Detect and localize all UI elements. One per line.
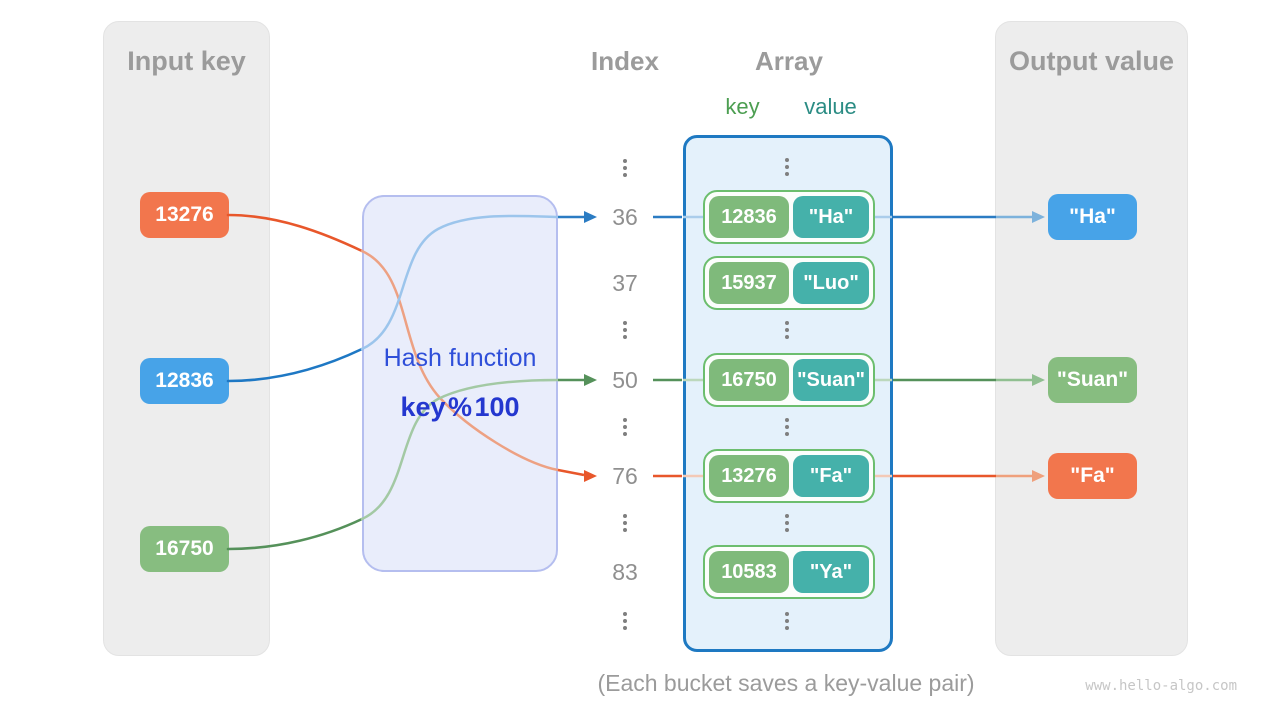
vertical-ellipsis-icon [623,612,627,630]
index-value: 50 [612,367,638,393]
input-key-badge: 13276 [140,192,229,238]
index-value: 37 [612,270,638,296]
index-value: 36 [612,204,638,230]
vertical-ellipsis-icon [623,321,627,339]
output-value-panel [995,21,1188,656]
output-panel-title: Output value [1008,46,1174,76]
hash-function-title: Hash function [383,344,537,372]
vertical-ellipsis-icon [785,514,789,532]
bucket-key: 15937 [709,262,789,304]
vertical-ellipsis-icon [785,612,789,630]
array-column-header: Array [755,46,823,76]
bucket-value: "Suan" [793,359,869,401]
key-column-label: key [725,94,760,119]
bucket-row: 15937 "Luo" [703,256,875,310]
input-panel-title: Input key [127,46,246,76]
bucket-key: 16750 [709,359,789,401]
input-key-badge: 12836 [140,358,229,404]
website-watermark: www.hello-algo.com [1085,678,1237,694]
output-value-badge: "Ha" [1048,194,1137,240]
bucket-row: 12836 "Ha" [703,190,875,244]
bucket-key: 13276 [709,455,789,497]
vertical-ellipsis-icon [623,514,627,532]
hash-function-formula: key % 100 [400,392,520,422]
output-value-badge: "Suan" [1048,357,1137,403]
bucket-row: 10583 "Ya" [703,545,875,599]
bucket-value: "Ha" [793,196,869,238]
vertical-ellipsis-icon [785,321,789,339]
output-value-badge: "Fa" [1048,453,1137,499]
bucket-key: 12836 [709,196,789,238]
bucket-value: "Ya" [793,551,869,593]
vertical-ellipsis-icon [785,158,789,176]
bucket-key: 10583 [709,551,789,593]
hash-function-box [362,195,558,572]
index-value: 83 [612,559,638,585]
vertical-ellipsis-icon [623,159,627,177]
index-column-header: Index [591,46,659,76]
figure-caption: (Each bucket saves a key-value pair) [597,670,975,696]
index-value: 76 [612,463,638,489]
input-key-badge: 16750 [140,526,229,572]
bucket-value: "Luo" [793,262,869,304]
bucket-row: 13276 "Fa" [703,449,875,503]
value-column-label: value [804,94,857,119]
bucket-row: 16750 "Suan" [703,353,875,407]
bucket-value: "Fa" [793,455,869,497]
vertical-ellipsis-icon [623,418,627,436]
vertical-ellipsis-icon [785,418,789,436]
